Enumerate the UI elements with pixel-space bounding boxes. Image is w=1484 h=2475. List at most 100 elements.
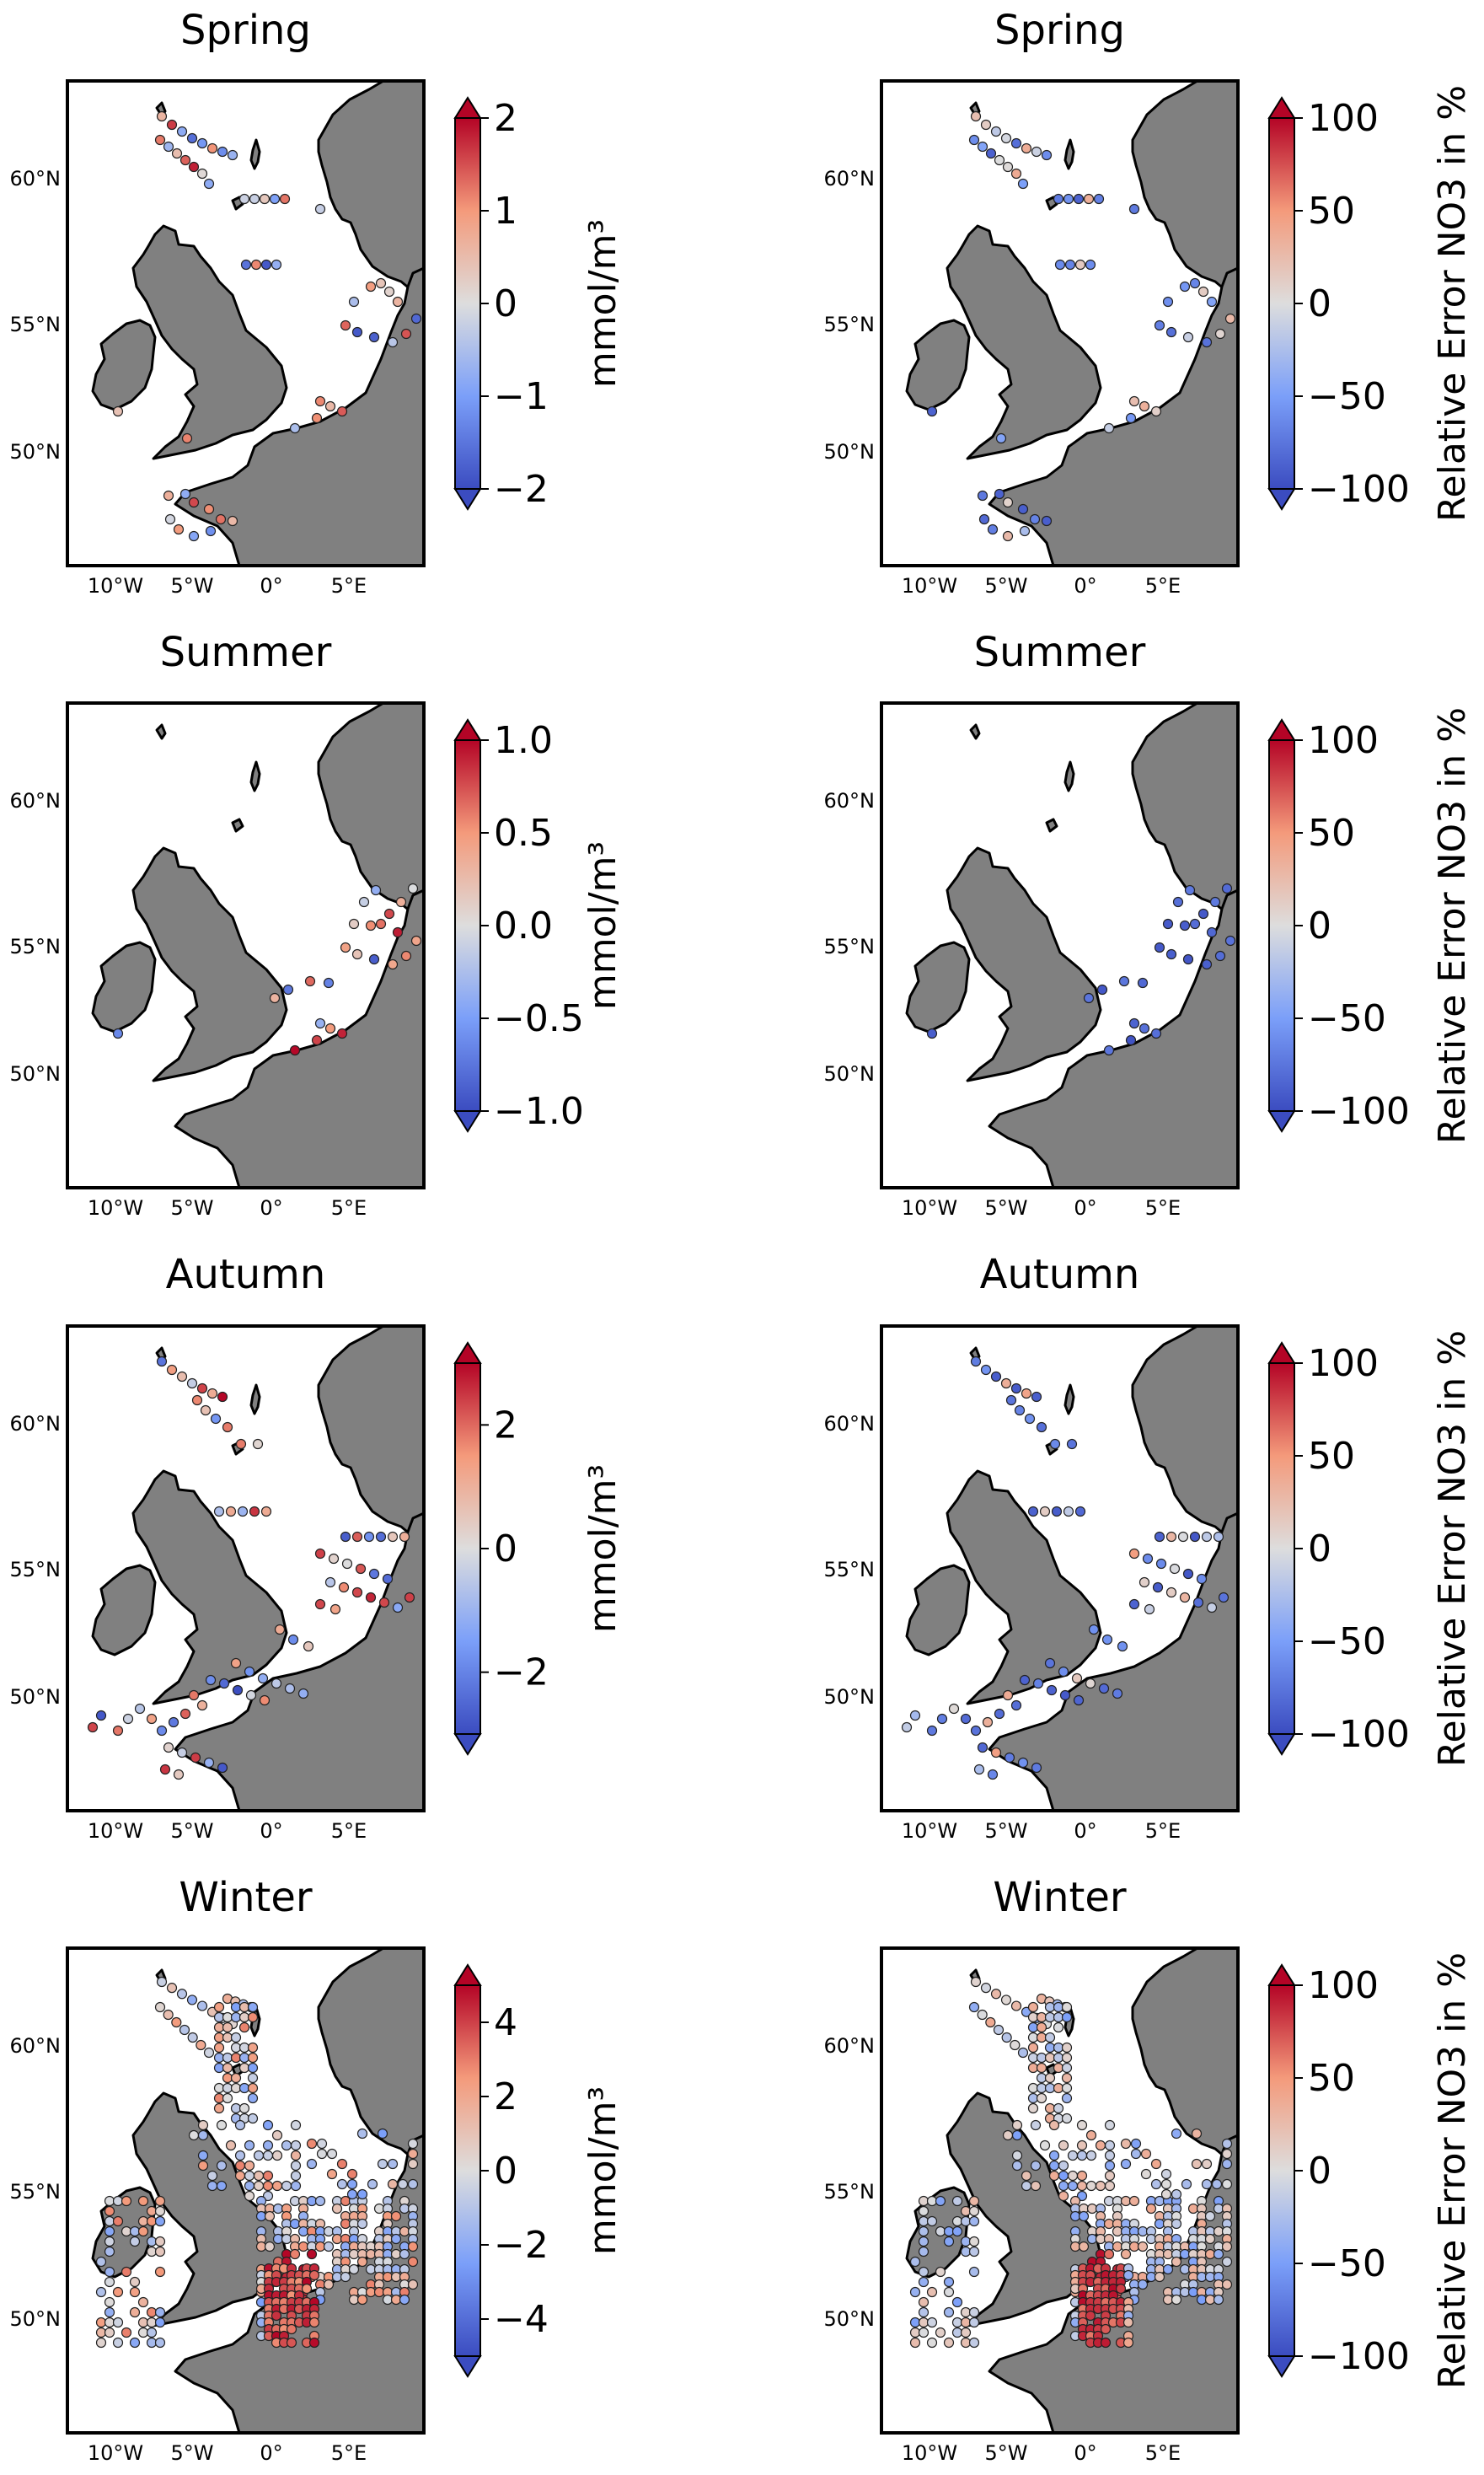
station-point	[137, 2296, 149, 2308]
station-point	[176, 1747, 188, 1758]
station-point	[156, 1725, 168, 1737]
colorbar-tick-label: 0.5	[494, 812, 553, 855]
station-point	[121, 2266, 132, 2278]
station-point	[314, 395, 326, 407]
station-point	[407, 2158, 419, 2170]
station-point	[968, 2246, 980, 2258]
station-point	[188, 161, 200, 173]
station-point	[1213, 2225, 1224, 2237]
station-point	[306, 2158, 318, 2170]
station-point	[1054, 259, 1066, 271]
station-point	[370, 884, 382, 896]
station-point	[1074, 1506, 1086, 1517]
station-point	[1061, 2062, 1073, 2074]
map	[880, 1946, 1240, 2435]
station-point	[249, 1506, 260, 1517]
station-point	[279, 193, 291, 205]
station-point	[365, 920, 377, 931]
station-point	[356, 2218, 368, 2230]
station-point	[1063, 193, 1074, 205]
station-point	[197, 2119, 209, 2131]
station-point	[1130, 2138, 1142, 2150]
station-point	[407, 2279, 419, 2290]
station-point	[365, 2286, 377, 2298]
lat-tick-label: 50°N	[824, 1062, 876, 1086]
station-point	[1027, 2011, 1039, 2023]
lon-tick-label: 0°	[260, 1196, 282, 1220]
station-point	[1017, 178, 1029, 190]
station-point	[1184, 884, 1196, 896]
map-frame	[880, 1324, 1240, 1812]
station-point	[407, 2138, 419, 2150]
station-point	[936, 1713, 948, 1725]
station-point	[316, 2148, 328, 2160]
station-point	[1162, 296, 1174, 308]
station-point	[968, 134, 980, 146]
station-point	[188, 2129, 200, 2141]
station-point	[290, 2119, 302, 2131]
station-point	[1058, 2139, 1069, 2151]
station-point	[1002, 530, 1014, 542]
panel-title: Autumn	[166, 1251, 326, 1298]
station-point	[346, 2188, 358, 2200]
station-point	[1191, 2128, 1203, 2139]
map-frame	[66, 1324, 426, 1812]
station-point	[340, 2271, 351, 2283]
station-point	[1027, 2052, 1039, 2064]
colorbar: 2 0 −2 mmol/m³	[453, 1341, 624, 1756]
colorbar-tick-label: 0	[1308, 1527, 1331, 1570]
station-point	[222, 2011, 233, 2023]
station-point	[154, 2215, 166, 2227]
station-point	[1179, 2248, 1191, 2260]
station-point	[1027, 2062, 1039, 2074]
station-point	[1036, 2082, 1047, 2094]
station-point	[1074, 259, 1086, 271]
station-point	[213, 2021, 225, 2033]
station-point	[387, 336, 399, 348]
station-point	[271, 2310, 282, 2322]
station-point	[1085, 2129, 1097, 2141]
station-point	[284, 1683, 296, 1694]
lon-tick-label: 0°	[1074, 1819, 1096, 1843]
station-point	[250, 259, 262, 271]
station-point	[269, 992, 281, 1004]
station-point	[238, 2011, 250, 2023]
station-point	[1041, 515, 1053, 527]
colorbar-tick-label: 100	[1308, 1964, 1379, 2007]
station-point	[137, 2225, 149, 2237]
station-point	[1201, 958, 1213, 970]
station-point	[176, 1989, 188, 2000]
station-point	[926, 2215, 938, 2227]
station-point	[1196, 2271, 1208, 2283]
station-point	[1137, 2225, 1149, 2237]
station-point	[1039, 1506, 1051, 1517]
station-point	[213, 2032, 225, 2043]
station-point	[1218, 1592, 1230, 1603]
lat-tick-label: 60°N	[10, 167, 62, 191]
colorbar-tick-label: 1	[494, 190, 517, 233]
station-point	[373, 2286, 385, 2298]
station-point	[407, 2256, 419, 2268]
station-point	[1086, 2203, 1098, 2215]
station-point	[1204, 2210, 1216, 2222]
station-point	[1053, 2021, 1064, 2033]
station-point	[383, 286, 395, 298]
station-point	[306, 2248, 318, 2260]
station-point	[1221, 2279, 1233, 2290]
station-point	[1137, 2241, 1149, 2252]
lon-tick-label: 5°W	[985, 1819, 1028, 1843]
station-point	[1122, 2269, 1134, 2281]
station-point	[95, 2327, 107, 2338]
station-point	[1059, 1689, 1071, 1701]
colorbar-tick-label: 50	[1308, 190, 1355, 233]
station-point	[331, 2271, 343, 2283]
colorbar-tick-label: 100	[1308, 1342, 1379, 1385]
station-point	[216, 2180, 228, 2192]
station-point	[987, 1769, 999, 1780]
colorbar-tick-label: −2	[494, 468, 549, 511]
station-point	[392, 926, 404, 938]
station-point	[314, 1598, 326, 1610]
station-point	[271, 2150, 283, 2161]
station-point	[159, 1764, 171, 1775]
station-point	[163, 2009, 174, 2021]
